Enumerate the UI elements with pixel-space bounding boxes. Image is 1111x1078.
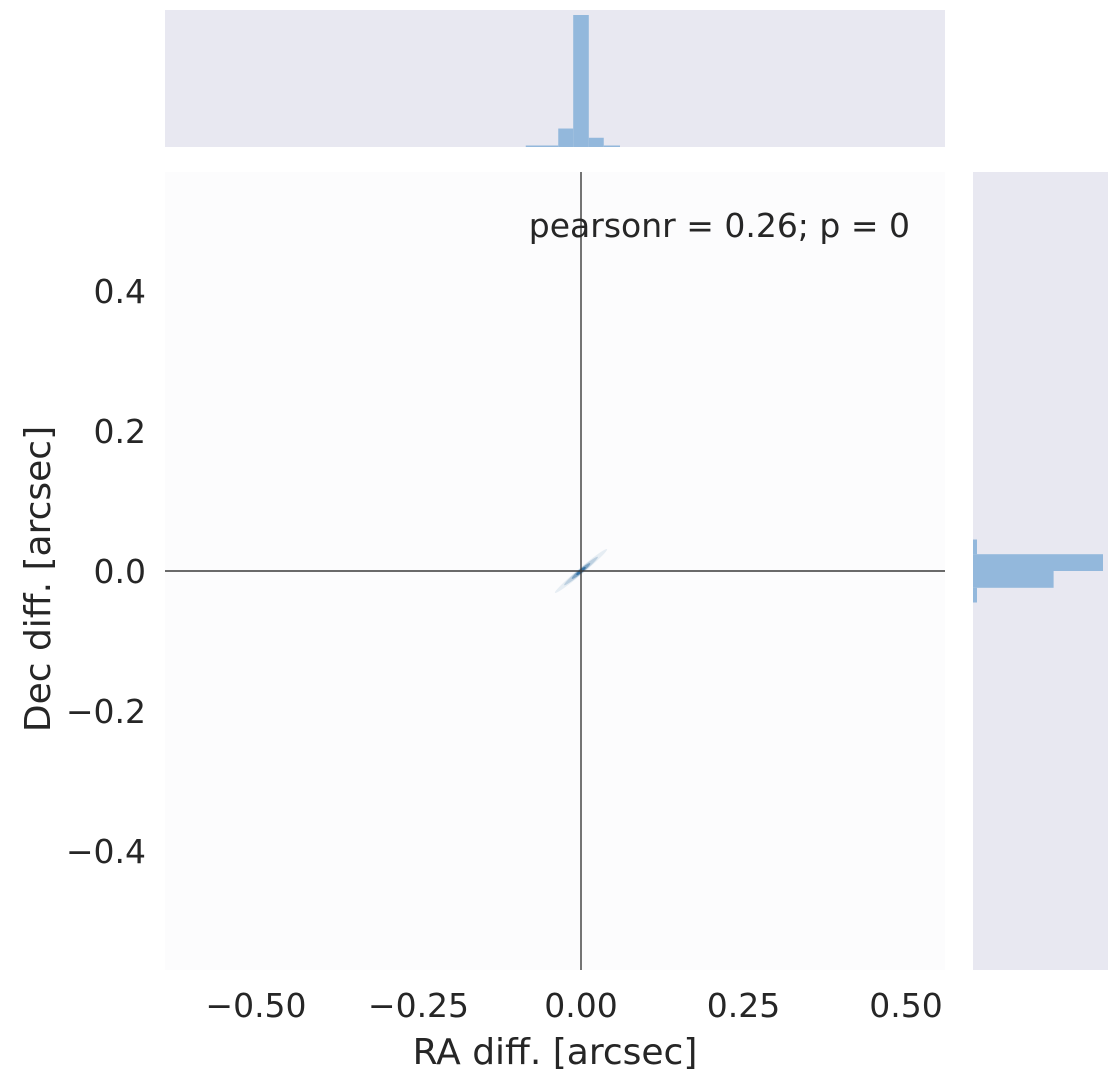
marginal-x-bars — [525, 15, 620, 147]
y-tick-label: 0.0 — [94, 552, 146, 591]
marginal-y-bar — [973, 554, 1103, 571]
x-tick-label: 0.50 — [869, 986, 942, 1025]
marginal-x-bar — [573, 15, 589, 147]
y-axis-label: Dec diff. [arcsec] — [18, 426, 59, 732]
x-tick-label: 0.25 — [707, 986, 780, 1025]
marginal-y-bar — [973, 539, 977, 555]
x-tick-label: −0.50 — [205, 986, 306, 1025]
y-tick-labels: 0.4 0.2 0.0 −0.2 −0.4 — [66, 272, 146, 871]
marginal-y-bar — [973, 587, 977, 603]
marginal-y-bars — [973, 539, 1103, 603]
marginal-x-bar — [525, 145, 559, 147]
y-tick-label: −0.2 — [66, 692, 146, 731]
y-tick-label: 0.2 — [94, 412, 146, 451]
marginal-y-panel — [973, 172, 1108, 970]
marginal-x-bar — [603, 145, 620, 147]
x-axis-label: RA diff. [arcsec] — [413, 1032, 698, 1073]
x-tick-label: 0.00 — [544, 986, 617, 1025]
y-tick-label: −0.4 — [66, 832, 146, 871]
x-tick-labels: −0.50 −0.25 0.00 0.25 0.50 — [205, 986, 942, 1025]
marginal-y-bar — [973, 571, 1054, 588]
pearson-annotation: pearsonr = 0.26; p = 0 — [529, 206, 910, 245]
marginal-x-bar — [558, 128, 574, 147]
y-tick-label: 0.4 — [94, 272, 146, 311]
main-plot-panel: pearsonr = 0.26; p = 0 — [165, 172, 945, 970]
marginal-x-bar — [588, 137, 604, 147]
marginal-x-background — [165, 10, 945, 147]
x-tick-label: −0.25 — [368, 986, 469, 1025]
marginal-x-panel — [165, 10, 945, 147]
